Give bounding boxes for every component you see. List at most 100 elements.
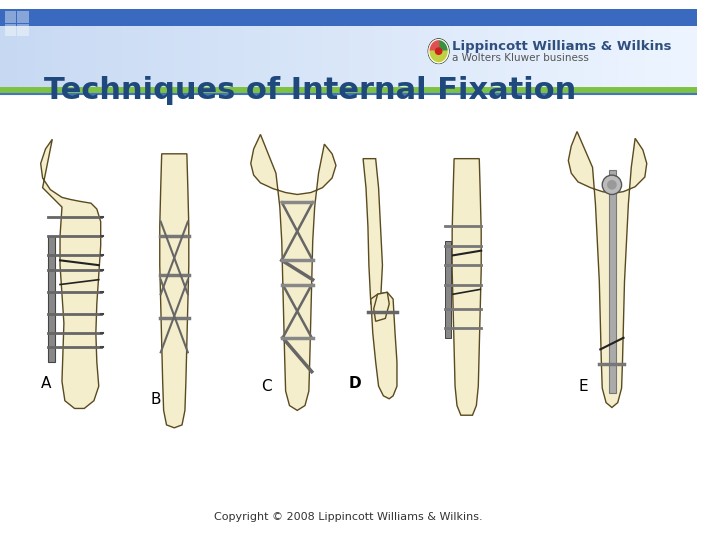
Bar [627,26,637,92]
Bar [567,26,576,92]
Bar [549,26,559,92]
Polygon shape [374,292,390,321]
Bar [122,26,132,92]
Bar [157,26,166,92]
Bar [261,26,271,92]
Bar [53,26,62,92]
Bar [209,26,219,92]
Bar [505,26,515,92]
Bar [654,26,663,92]
Bar [418,26,428,92]
Bar [296,26,306,92]
Bar [609,170,616,393]
Bar [531,26,541,92]
Bar [227,26,236,92]
Bar [374,26,384,92]
Bar [140,26,149,92]
Bar [218,26,228,92]
Bar [174,26,184,92]
Bar [244,26,253,92]
Bar [200,26,210,92]
Bar [87,26,96,92]
Circle shape [435,48,443,55]
Bar [270,26,280,92]
Bar [488,26,498,92]
Bar [523,26,533,92]
Bar [78,26,88,92]
Polygon shape [568,132,647,408]
Bar [348,26,359,92]
Bar [401,26,410,92]
Bar [26,26,36,92]
Bar [17,26,27,92]
Polygon shape [40,139,101,408]
Polygon shape [429,39,438,51]
Bar [305,26,315,92]
Bar [436,26,446,92]
Bar [44,26,53,92]
Bar [575,26,585,92]
Bar [279,26,289,92]
Bar [410,26,419,92]
Circle shape [602,175,621,194]
Text: C: C [261,379,272,394]
Text: E: E [579,379,589,394]
Bar [610,26,620,92]
Text: Lippincott Williams & Wilkins: Lippincott Williams & Wilkins [452,40,672,53]
Bar [0,9,697,26]
Bar [235,26,245,92]
Bar [148,26,158,92]
Bar [662,26,672,92]
Bar [446,241,451,338]
Text: Copyright © 2008 Lippincott Williams & Wilkins.: Copyright © 2008 Lippincott Williams & W… [215,512,483,522]
Bar [9,26,19,92]
Bar [384,26,393,92]
Bar [183,26,193,92]
Text: Techniques of Internal Fixation: Techniques of Internal Fixation [44,76,576,105]
Bar [427,26,436,92]
Bar [5,24,17,36]
Bar [70,26,79,92]
Bar [540,26,550,92]
Bar [584,26,593,92]
Bar [323,26,332,92]
Polygon shape [429,51,449,63]
Text: a Wolters Kluwer business: a Wolters Kluwer business [452,53,589,63]
Bar [314,26,323,92]
Bar [104,26,114,92]
Bar [497,26,506,92]
Bar [17,24,29,36]
Bar [287,26,297,92]
Polygon shape [371,292,397,399]
Polygon shape [160,154,189,428]
Bar [35,26,45,92]
Bar [636,26,646,92]
Bar [340,26,349,92]
Bar [680,26,689,92]
Bar [96,26,106,92]
Bar [444,26,454,92]
Bar [5,11,17,23]
Bar [671,26,680,92]
Bar [462,26,472,92]
Bar [131,26,140,92]
Bar [688,26,698,92]
Bar [453,26,463,92]
Ellipse shape [428,38,449,64]
Bar [113,26,123,92]
Bar [618,26,629,92]
Bar [471,26,480,92]
Bar [593,26,602,92]
Text: D: D [348,376,361,391]
Bar [357,26,367,92]
Bar [331,26,341,92]
Polygon shape [251,134,336,410]
Bar [166,26,175,92]
Polygon shape [363,159,382,304]
Circle shape [607,180,617,190]
Bar [366,26,376,92]
Bar [17,11,29,23]
Bar [0,26,9,92]
Text: A: A [40,376,51,391]
Bar [514,26,524,92]
